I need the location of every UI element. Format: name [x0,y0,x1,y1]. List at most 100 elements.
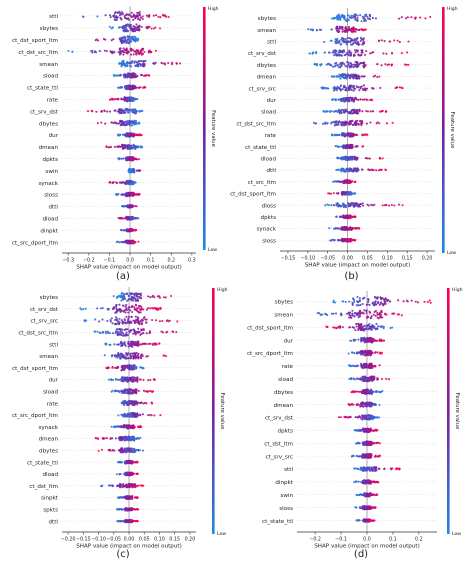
shap-dot [140,357,143,360]
shap-dot [137,327,140,330]
shap-dot [366,98,369,102]
shap-dot [339,74,342,77]
shap-dot [164,63,167,66]
shap-dot [352,239,355,242]
feature-dots-synack [110,424,143,430]
shap-dot [125,179,128,183]
shap-dot [336,17,339,20]
shap-dot [117,86,120,89]
shap-dot [118,145,121,148]
shap-dot [149,378,152,382]
shap-dot [117,414,120,417]
shap-dot [159,16,162,19]
shap-dot [342,98,345,101]
shap-dot [380,109,383,112]
feature-label: dload [42,216,58,222]
shap-dot [332,65,335,69]
shap-dot [343,123,346,126]
feature-dots-sttl [104,340,161,348]
shap-dot [139,425,142,428]
shap-dot [137,14,141,17]
shap-dot [134,87,137,90]
shap-dot [398,17,401,20]
shap-dot [337,120,341,123]
shap-dot [344,226,347,229]
shap-dot [140,25,143,29]
shap-dot [328,51,331,54]
shap-dot [115,241,118,244]
shap-dot [130,132,133,135]
feature-label: rate [47,97,59,103]
shap-dot [349,62,352,65]
shap-dot [132,122,135,125]
shap-dot [349,215,352,218]
shap-dot [327,204,331,207]
colorbar-gradient [203,7,206,250]
shap-dot [123,391,126,395]
shap-dot [124,134,127,137]
shap-dot [353,156,356,159]
shap-dot [128,144,131,147]
shap-dot [134,157,137,160]
shap-dot [121,298,124,301]
shap-dot [358,227,361,230]
shap-dot [125,97,128,100]
shap-dot [158,320,161,323]
shap-dot [137,331,140,334]
feature-dots-dttl [120,204,138,209]
shap-dot [125,293,128,296]
shap-dot [140,323,144,326]
shap-dot [371,169,374,172]
shap-dot [124,389,128,392]
shap-dot [133,379,136,382]
shap-dot [350,53,353,56]
shap-dot [347,53,350,56]
shap-dot [132,437,135,440]
feature-dots-rate [120,400,154,407]
feature-dots-synack [108,179,137,186]
x-axis-label: SHAP value (impact on model output) [305,263,411,269]
shap-dot [368,168,371,171]
shap-dot [356,77,359,80]
shap-dot [135,309,139,312]
shap-dot [122,310,125,313]
shap-dot [139,333,142,336]
shap-dot [167,320,170,323]
shap-dot [108,14,112,17]
shap-dot [363,133,366,136]
shap-dot [130,49,133,52]
shap-dot [315,122,318,125]
shap-dot [111,366,114,369]
shap-dot [134,241,137,244]
shap-dot [344,41,347,44]
shap-dot [344,53,347,56]
feature-dots-dloss [324,202,404,209]
shap-dot [345,43,348,46]
shap-dot [110,27,113,30]
shap-dot [330,17,333,20]
shap-dot [354,28,357,31]
shap-dot [348,77,351,80]
shap-dot [119,133,122,136]
x-tick-label: −0.3 [62,258,74,264]
shap-dot [121,120,124,124]
shap-dot [105,145,108,148]
shap-dot [150,27,153,30]
shap-dot [101,307,104,310]
shap-dot [161,331,165,334]
shap-dot [323,40,326,44]
shap-dot [114,305,118,309]
shap-dot [110,355,114,358]
shap-dot [352,26,355,29]
shap-dot [147,379,150,382]
shap-dot [403,63,407,66]
shap-dot [384,63,387,66]
shap-dot [127,23,130,26]
shap-dot [357,122,360,125]
shap-dot [145,332,148,335]
shap-dot [149,296,152,299]
shap-dot [337,98,340,101]
shap-dot [129,191,132,194]
shap-dot [349,192,352,195]
shap-dot [339,77,342,80]
